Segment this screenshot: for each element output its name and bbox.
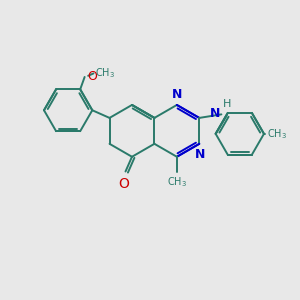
Text: H: H [223, 99, 231, 109]
Text: CH$_3$: CH$_3$ [167, 175, 187, 189]
Text: CH$_3$: CH$_3$ [95, 66, 115, 80]
Text: N: N [210, 107, 220, 120]
Text: N: N [172, 88, 183, 101]
Text: N: N [195, 148, 205, 160]
Text: CH$_3$: CH$_3$ [267, 127, 287, 141]
Text: O: O [87, 70, 97, 83]
Text: O: O [118, 177, 130, 191]
